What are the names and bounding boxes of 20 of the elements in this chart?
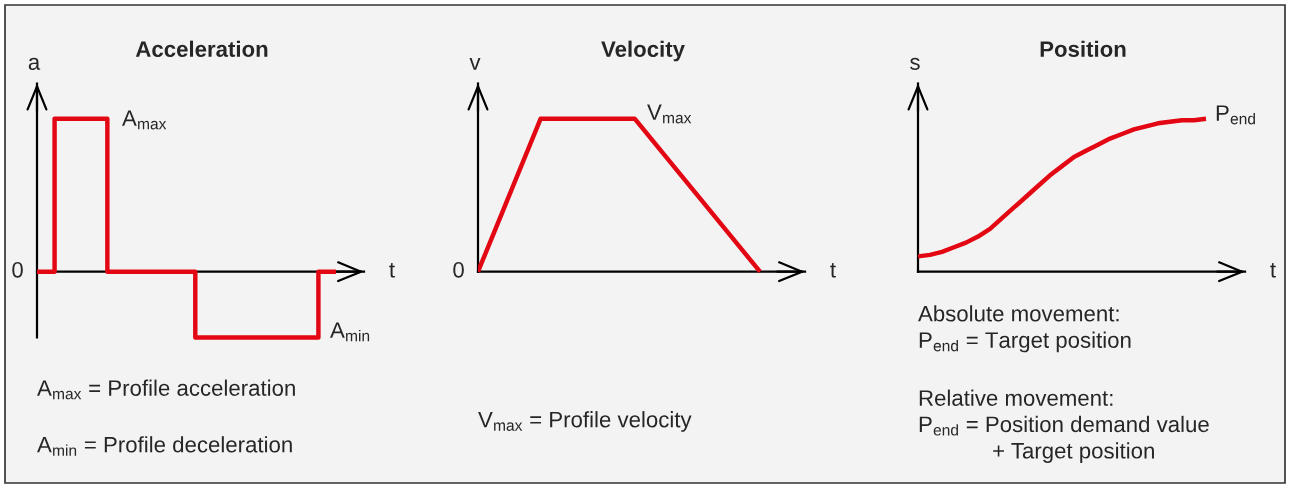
chart-title: Acceleration — [135, 40, 268, 57]
x-axis-title: t — [389, 263, 395, 278]
text: V$_{max}$ = Profile velocity — [478, 411, 692, 432]
x-axis-title: t — [1270, 263, 1276, 278]
text: Absolute movement: P$_{end}$ = Target position — [918, 305, 1131, 353]
text: 0 — [453, 261, 464, 278]
annotation: A$_{max}$ — [122, 110, 167, 130]
text: Relative movement: P$_{end}$ = Position demand value + Target position — [919, 389, 1209, 463]
y-axis-title: a — [28, 57, 41, 70]
text: P$_{end}$ — [1216, 105, 1255, 125]
annotation: A$_{min}$ — [330, 322, 370, 342]
text: A$_{max}$ = Profile acceleration — [37, 379, 295, 400]
chart-title: Position — [1040, 40, 1126, 57]
text: 0 — [12, 261, 23, 278]
annotation: V$_{max}$ — [647, 104, 692, 124]
y-axis-title: v — [469, 58, 481, 70]
x-axis-title: t — [830, 263, 836, 278]
y-axis-title: s — [910, 57, 920, 70]
text: A$_{min}$ = Profile deceleration — [37, 436, 292, 456]
chart-title: Velocity — [601, 40, 685, 62]
